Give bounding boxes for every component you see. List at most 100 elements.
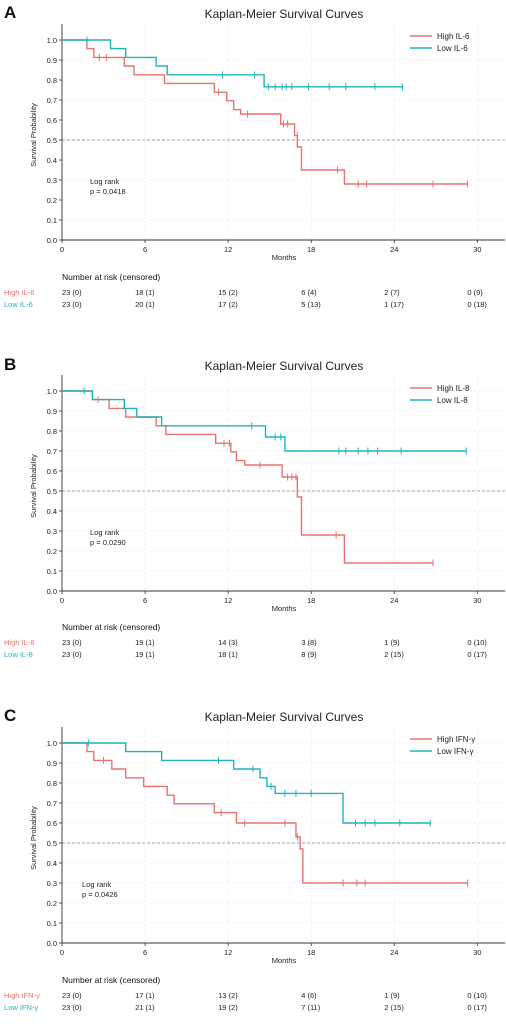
legend-entry-high: High IFN-γ [437,735,475,744]
x-tick-label: 6 [143,245,147,254]
y-tick-label: 0.1 [47,567,57,576]
risk-value: 13 (2) [218,991,238,1000]
log-rank-annotation: p = 0.0418 [90,187,126,196]
x-tick-label: 12 [224,948,232,957]
panel-label: B [4,355,16,374]
y-tick-label: 0.6 [47,116,57,125]
y-tick-label: 0.5 [47,487,57,496]
risk-value: 1 (9) [384,991,400,1000]
y-tick-label: 0.7 [47,799,57,808]
y-tick-label: 0.4 [47,156,57,165]
risk-value: 17 (2) [218,300,238,309]
y-axis-label: Survival Probability [29,103,38,167]
y-tick-label: 0.4 [47,507,57,516]
x-tick-label: 18 [307,948,315,957]
legend-entry-high: High IL-6 [437,32,470,41]
risk-value: 23 (0) [62,288,82,297]
x-tick-label: 6 [143,948,147,957]
risk-value: 19 (2) [218,1003,238,1012]
risk-value: 6 (4) [301,288,317,297]
risk-value: 23 (0) [62,638,82,647]
x-tick-label: 18 [307,245,315,254]
y-tick-label: 0.6 [47,467,57,476]
log-rank-annotation: p = 0.0426 [82,890,118,899]
risk-table-header: Number at risk (censored) [62,975,160,985]
risk-value: 19 (1) [135,638,155,647]
x-tick-label: 6 [143,596,147,605]
x-tick-label: 30 [473,596,481,605]
risk-value: 23 (0) [62,650,82,659]
chart-title: Kaplan-Meier Survival Curves [205,710,364,724]
y-tick-label: 0.6 [47,819,57,828]
risk-value: 1 (17) [384,300,404,309]
risk-value: 23 (0) [62,1003,82,1012]
risk-value: 21 (1) [135,1003,155,1012]
survival-curve-low [62,742,431,824]
risk-value: 18 (1) [218,650,238,659]
x-tick-label: 24 [390,948,398,957]
y-tick-label: 0.3 [47,176,57,185]
chart-title: Kaplan-Meier Survival Curves [205,359,364,373]
y-tick-label: 0.9 [47,56,57,65]
risk-value: 23 (0) [62,300,82,309]
risk-value: 17 (1) [135,991,155,1000]
y-tick-label: 0.0 [47,587,57,596]
panel-c: C Kaplan-Meier Survival Curves 0.0 0.1 0.2 0.… [4,706,505,1012]
y-tick-label: 1.0 [47,387,57,396]
survival-curve-high [62,390,434,564]
log-rank-annotation: p = 0.0290 [90,538,126,547]
survival-curve-high [62,39,468,185]
y-tick-label: 0.9 [47,759,57,768]
risk-value: 0 (10) [467,638,487,647]
y-tick-label: 0.0 [47,939,57,948]
risk-row-label-high: High IL-6 [4,288,34,297]
x-tick-label: 0 [60,596,64,605]
x-tick-label: 18 [307,596,315,605]
risk-value: 2 (15) [384,1003,404,1012]
log-rank-annotation: Log rank [90,528,119,537]
risk-table-header: Number at risk (censored) [62,622,160,632]
survival-curve-low [62,39,403,88]
y-tick-label: 0.0 [47,236,57,245]
y-tick-label: 1.0 [47,36,57,45]
risk-value: 0 (10) [467,991,487,1000]
panel-a: A Kaplan-Meier Survival Curves 0.0 0.1 0.2 0.… [4,3,505,309]
survival-curve-low [62,390,467,452]
legend-entry-low: Low IL-6 [437,44,468,53]
risk-value: 15 (2) [218,288,238,297]
x-axis-label: Months [272,604,297,613]
y-tick-label: 0.2 [47,547,57,556]
y-axis-label: Survival Probability [29,806,38,870]
risk-value: 23 (0) [62,991,82,1000]
risk-row-label-low: Low IL-8 [4,650,33,659]
legend-entry-high: High IL-8 [437,384,470,393]
y-tick-label: 0.2 [47,899,57,908]
risk-row-label-low: Low IL-6 [4,300,33,309]
x-tick-label: 12 [224,245,232,254]
y-tick-label: 0.7 [47,96,57,105]
risk-table-header: Number at risk (censored) [62,272,160,282]
y-tick-label: 0.5 [47,839,57,848]
risk-value: 0 (18) [467,300,487,309]
y-tick-label: 0.1 [47,919,57,928]
y-tick-label: 0.3 [47,879,57,888]
legend-entry-low: Low IFN-γ [437,747,473,756]
y-tick-label: 0.4 [47,859,57,868]
risk-value: 18 (1) [135,288,155,297]
panel-label: A [4,3,16,22]
risk-row-label-high: High IFN-γ [4,991,40,1000]
y-tick-label: 0.7 [47,447,57,456]
risk-value: 14 (3) [218,638,238,647]
panel-label: C [4,706,16,725]
log-rank-annotation: Log rank [90,177,119,186]
legend-entry-low: Low IL-8 [437,396,468,405]
chart-title: Kaplan-Meier Survival Curves [205,7,364,21]
risk-value: 2 (15) [384,650,404,659]
y-tick-label: 0.2 [47,196,57,205]
risk-value: 0 (17) [467,1003,487,1012]
y-tick-label: 0.8 [47,427,57,436]
y-tick-label: 0.9 [47,407,57,416]
x-axis-label: Months [272,253,297,262]
x-tick-label: 0 [60,948,64,957]
